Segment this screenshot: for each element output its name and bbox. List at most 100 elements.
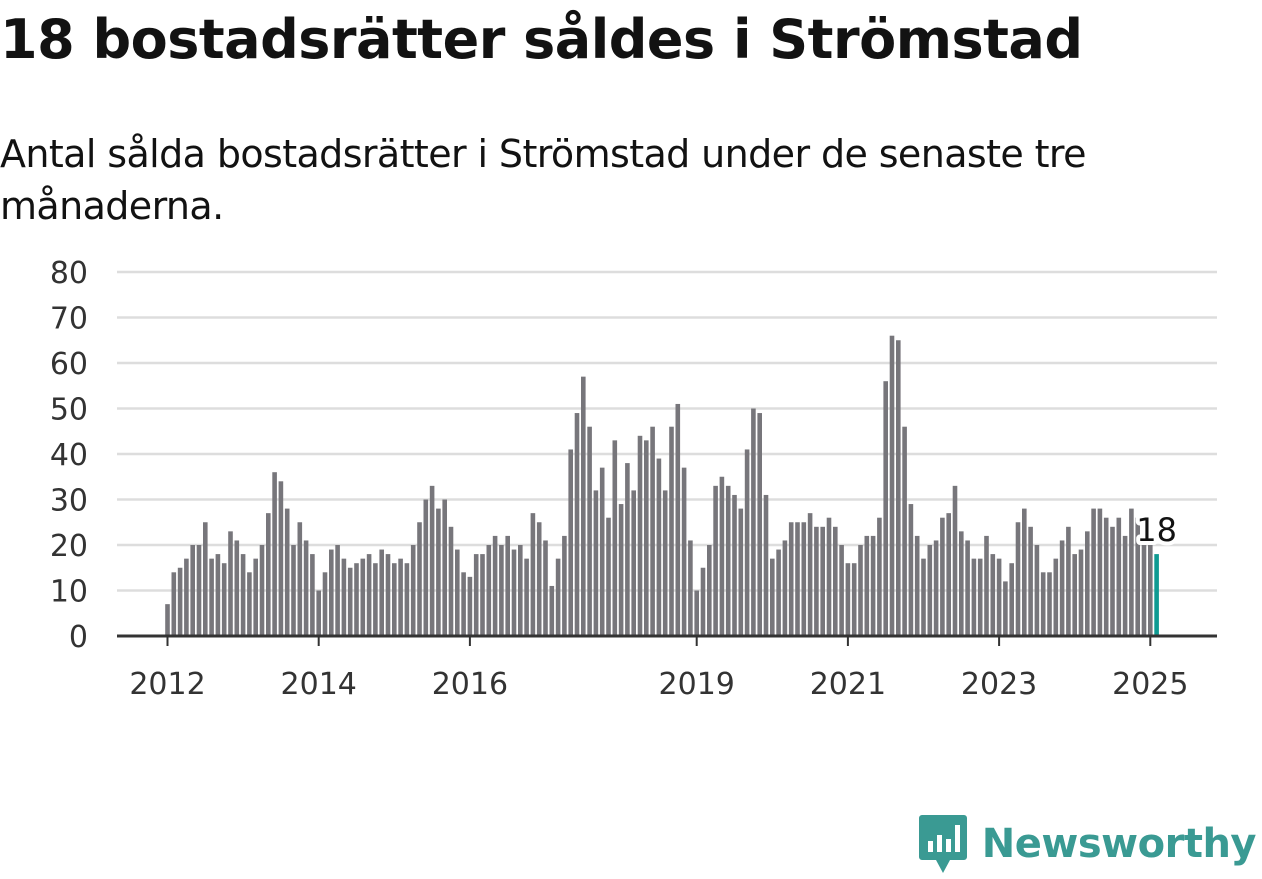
bar — [1003, 581, 1008, 636]
bar — [599, 467, 605, 636]
bar — [549, 585, 555, 636]
bar — [562, 535, 567, 636]
tick-labels: 0 10 20 30 40 50 60 70 80 2012 2014 2016 2019 2021 202… — [50, 256, 1189, 702]
bar — [291, 545, 296, 636]
bar — [914, 535, 920, 636]
bar — [908, 504, 914, 636]
bar — [1085, 531, 1090, 636]
bar — [952, 485, 958, 636]
y-tick-label: 0 — [69, 620, 88, 655]
bar — [757, 413, 762, 636]
bar — [247, 572, 252, 636]
bar — [688, 540, 693, 636]
bar — [165, 604, 170, 636]
bar — [1122, 535, 1128, 636]
bar — [524, 558, 529, 636]
bar — [190, 545, 195, 636]
bar — [423, 499, 429, 636]
bar — [398, 558, 403, 636]
bar — [574, 413, 580, 636]
bar — [417, 522, 422, 636]
bar — [234, 540, 240, 636]
chart-subtitle: Antal sålda bostadsrätter i Strömstad un… — [0, 132, 1087, 228]
bar — [278, 481, 284, 636]
bar — [1066, 526, 1071, 636]
bar — [820, 526, 825, 636]
bar — [971, 558, 977, 636]
bar — [782, 540, 788, 636]
bar — [593, 490, 599, 636]
newsworthy-logo: Newsworthy — [918, 813, 1257, 875]
bar — [965, 540, 970, 636]
bar — [461, 572, 466, 636]
bar — [1097, 508, 1103, 636]
bar — [637, 435, 643, 636]
bar — [530, 513, 536, 636]
bar — [1015, 522, 1021, 636]
bar — [694, 590, 699, 636]
bar — [581, 376, 586, 636]
bar — [990, 554, 996, 636]
bar — [455, 549, 460, 636]
bar — [297, 522, 303, 636]
bar — [1148, 540, 1153, 636]
bar — [1110, 526, 1115, 636]
bar — [587, 426, 592, 636]
bar — [253, 558, 258, 636]
bar — [1141, 540, 1147, 636]
bar — [650, 426, 655, 636]
bar — [984, 535, 989, 636]
x-tick-label: 2021 — [810, 667, 886, 702]
y-tick-label: 10 — [50, 575, 88, 610]
y-tick-label: 20 — [50, 529, 88, 564]
bar — [770, 558, 775, 636]
bar — [1028, 526, 1033, 636]
bar — [240, 554, 246, 636]
bar — [404, 563, 410, 636]
bar — [839, 545, 844, 636]
bar — [700, 567, 706, 636]
bar — [732, 494, 737, 636]
bar — [725, 485, 731, 636]
bar — [1053, 558, 1059, 636]
bar — [933, 540, 939, 636]
bar — [499, 545, 504, 636]
bar — [518, 545, 523, 636]
bar — [889, 335, 895, 636]
bar — [883, 381, 888, 636]
bar — [209, 558, 214, 636]
bar — [959, 531, 964, 636]
bar — [814, 526, 819, 636]
bar — [266, 513, 271, 636]
x-tick-label: 2012 — [129, 667, 205, 702]
bar — [1047, 572, 1052, 636]
bar — [1022, 508, 1027, 636]
bar — [921, 558, 926, 636]
bar — [795, 522, 800, 636]
bar — [738, 508, 744, 636]
bar — [196, 545, 202, 636]
y-tick-label: 40 — [50, 438, 88, 473]
bar — [662, 490, 668, 636]
bar — [555, 558, 561, 636]
bar — [505, 535, 510, 636]
bar — [536, 522, 542, 636]
bar — [171, 572, 177, 636]
bar — [215, 554, 221, 636]
bar — [826, 517, 832, 636]
bar — [713, 485, 718, 636]
bar — [996, 558, 1002, 636]
bar — [442, 499, 447, 636]
bar — [366, 554, 372, 636]
bar — [851, 563, 857, 636]
bar — [272, 472, 277, 636]
bar — [744, 449, 750, 636]
bar — [329, 549, 334, 636]
bar — [511, 549, 517, 636]
bar — [625, 463, 630, 636]
axes — [117, 634, 1217, 646]
bar — [807, 513, 813, 636]
bar — [448, 526, 454, 636]
bar — [902, 426, 907, 636]
